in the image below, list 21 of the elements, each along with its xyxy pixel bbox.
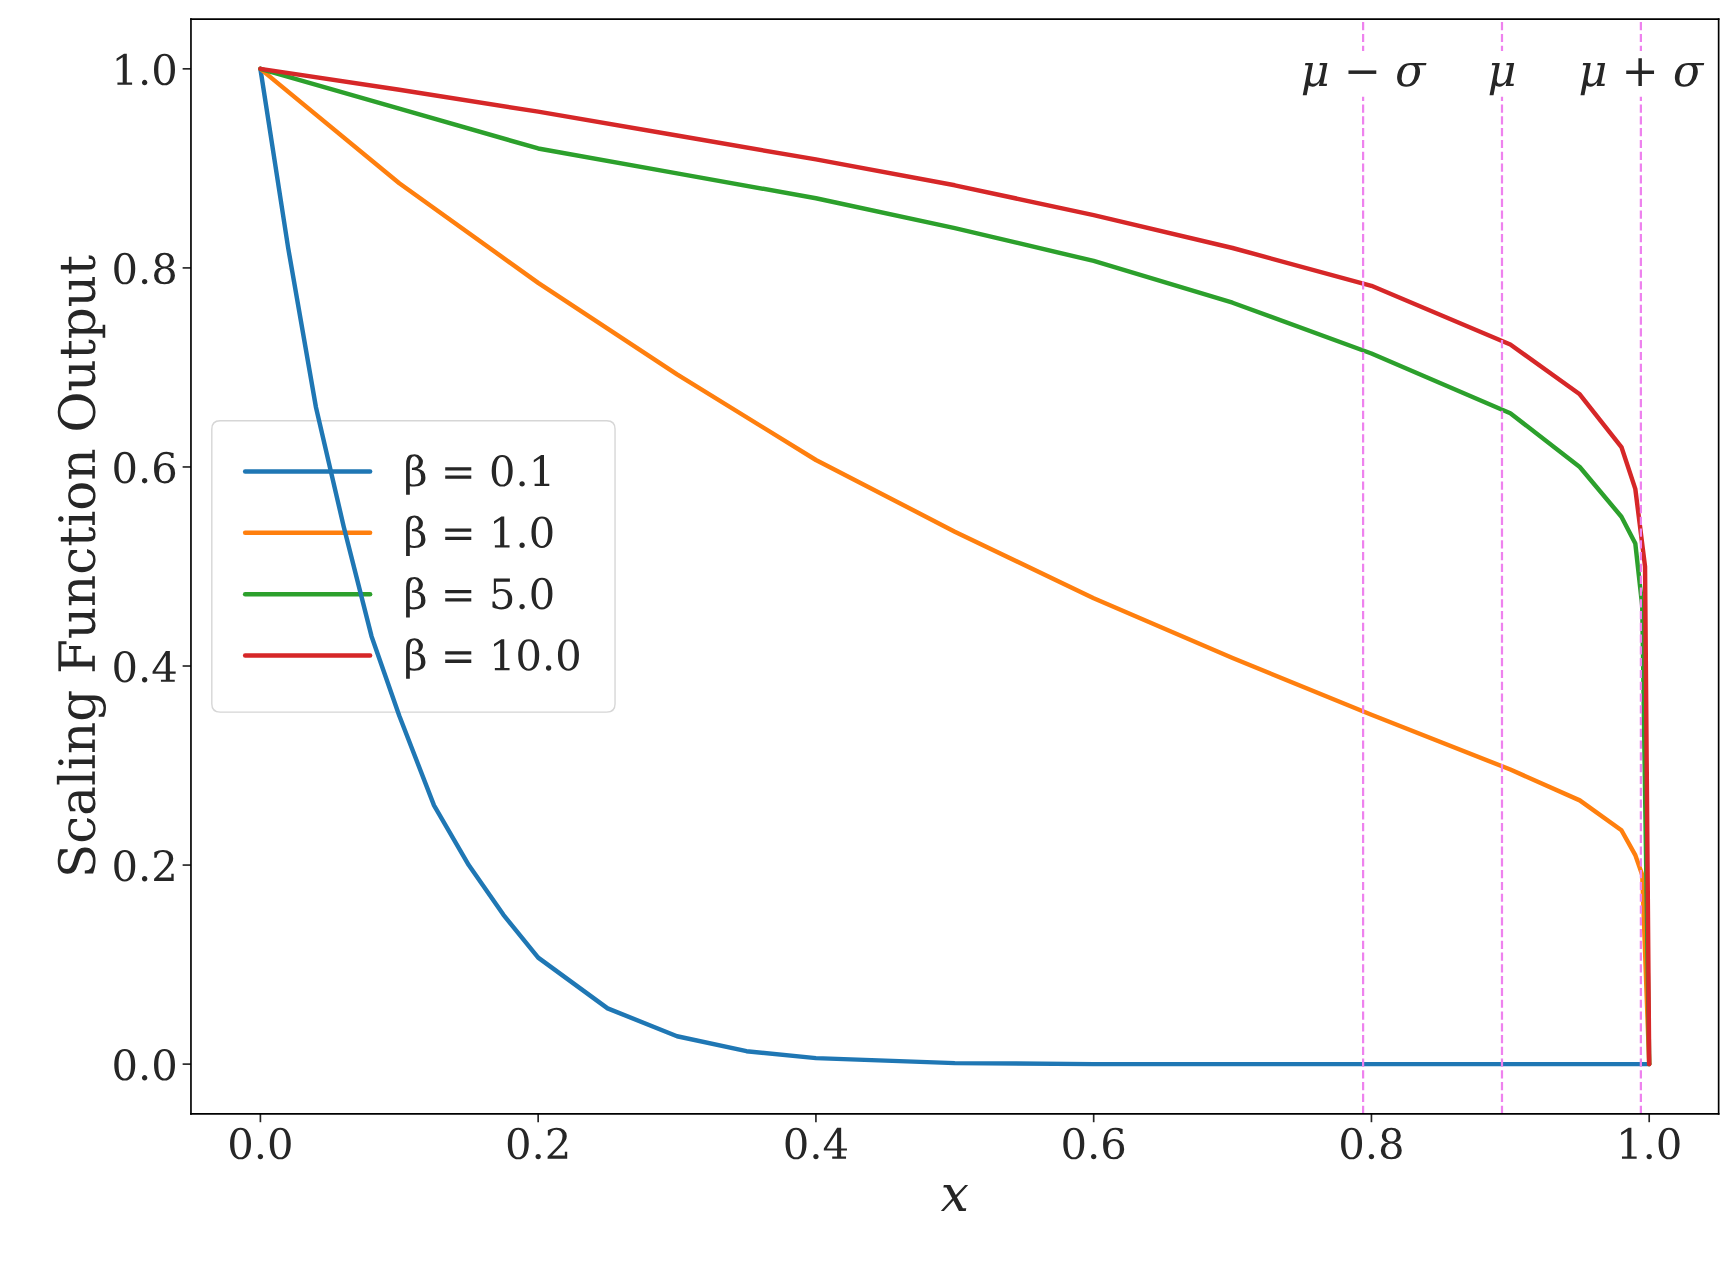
ref-line-label: μ [1489,63,1515,96]
y-axis-title: Scaling Function Output [56,255,106,874]
x-tick-label: 0.2 [507,1127,568,1160]
y-tick-label: 1.0 [116,53,175,86]
legend-label: β = 5.0 [406,576,553,618]
x-tick-label: 0.6 [1063,1127,1125,1160]
x-tick-label: 0.8 [1341,1127,1402,1160]
y-tick-label: 0.2 [114,849,174,882]
y-tick-label: 0.0 [114,1049,175,1081]
y-tick-label: 0.8 [114,252,175,285]
x-tick-label: 0.0 [230,1127,291,1160]
legend-label: β = 1.0 [406,515,553,557]
legend-label: β = 10.0 [406,638,579,679]
y-tick-label: 0.4 [114,650,176,683]
ref-line-label: μ + σ [1580,58,1705,96]
legend-label: β = 0.1 [406,454,550,495]
x-tick-label: 1.0 [1621,1127,1680,1160]
ref-line-label: μ − σ [1302,63,1427,96]
x-axis-title: x [940,1184,969,1211]
x-tick-label: 0.4 [785,1127,847,1160]
y-tick-label: 0.6 [114,451,176,484]
